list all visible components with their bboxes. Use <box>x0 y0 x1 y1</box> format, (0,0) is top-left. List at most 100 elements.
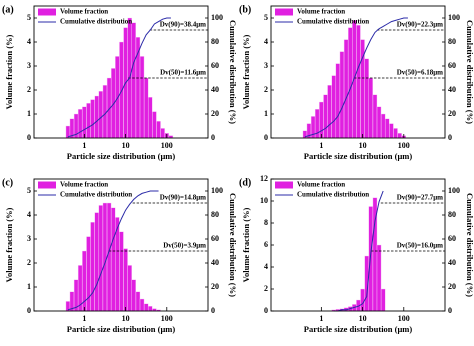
y2-tick-label: 60 <box>211 234 219 243</box>
y-tick-label: 4 <box>264 262 268 271</box>
y2-axis-label: Cumulative distribution (%) <box>465 20 474 124</box>
annotation: Dv(90)=27.7μm <box>397 194 443 202</box>
bar <box>335 63 341 139</box>
y2-tick-label: 100 <box>211 13 223 22</box>
legend-label: Cumulative distribution <box>297 18 369 26</box>
bar <box>160 128 165 139</box>
y2-tick-label: 60 <box>448 234 456 243</box>
bar <box>102 84 108 139</box>
panel-label: (c) <box>2 177 13 188</box>
x-tick-label: 100 <box>161 141 173 150</box>
y2-tick-label: 40 <box>211 85 219 94</box>
bar <box>372 94 378 139</box>
panel-label: (a) <box>2 4 14 15</box>
bar <box>376 106 382 139</box>
y-tick-label: 1 <box>27 109 31 118</box>
x-tick-label: 10 <box>122 314 130 323</box>
panel-label: (b) <box>239 4 251 15</box>
bar <box>331 75 336 139</box>
y-axis-label: Volume fraction (%) <box>241 34 251 109</box>
bar <box>380 113 386 139</box>
bar <box>86 102 91 139</box>
y2-tick-label: 20 <box>211 282 219 291</box>
bar <box>327 84 332 139</box>
y2-tick-label: 20 <box>211 109 219 118</box>
y-tick-label: 0 <box>264 306 268 315</box>
legend-swatch <box>38 181 56 189</box>
bar <box>77 108 83 139</box>
y-tick-label: 2 <box>264 85 268 94</box>
panel: Dv(90)=27.7μm Dv(50)=16.0μm 0 2 4 6 8 10 12 0 20 40… <box>239 174 474 334</box>
bar <box>368 77 373 139</box>
annotation: Dv(90)=22.3μm <box>397 21 443 29</box>
x-tick-label: 10 <box>359 314 367 323</box>
x-tick-label: 100 <box>161 314 173 323</box>
y2-axis-label: Cumulative distribution (%) <box>228 20 238 124</box>
bar <box>94 95 99 139</box>
bar <box>127 265 132 312</box>
bar <box>119 231 124 312</box>
y2-tick-label: 100 <box>448 13 460 22</box>
annotation: Dv(90)=38.4μm <box>160 21 206 29</box>
y2-tick-label: 0 <box>211 133 215 142</box>
legend-label: Cumulative distribution <box>60 18 132 26</box>
bar <box>131 22 136 139</box>
bar <box>323 94 328 139</box>
y2-tick-label: 40 <box>211 258 219 267</box>
x-tick-label: 1 <box>82 141 86 150</box>
legend-swatch <box>275 181 293 189</box>
bar <box>302 130 308 139</box>
y-tick-label: 5 <box>264 13 268 22</box>
x-axis-label: Particle size distribution (μm) <box>67 324 176 334</box>
bar <box>380 288 386 312</box>
x-tick-label: 100 <box>398 141 410 150</box>
x-tick-label: 1 <box>82 314 86 323</box>
cumulative-line <box>304 17 408 138</box>
bar <box>143 303 149 312</box>
bar <box>119 41 124 139</box>
y2-tick-label: 80 <box>211 37 219 46</box>
y2-tick-label: 40 <box>448 258 456 267</box>
bar <box>111 207 116 312</box>
y2-tick-label: 100 <box>448 186 460 195</box>
y-tick-label: 5 <box>27 13 31 22</box>
y-tick-label: 8 <box>264 218 268 227</box>
x-axis-label: Particle size distribution (μm) <box>67 151 176 161</box>
bar <box>90 222 95 312</box>
y-tick-label: 1 <box>27 282 31 291</box>
cumulative-line <box>67 190 159 311</box>
y-tick-label: 0 <box>27 306 31 315</box>
panel: Dv(90)=22.3μm Dv(50)=6.18μm 0 1 2 3 4 5 0 20 40 60 8… <box>239 4 474 161</box>
annotation: Dv(50)=3.9μm <box>163 242 206 250</box>
annotation: Dv(50)=6.18μm <box>397 69 443 77</box>
bar <box>135 291 141 312</box>
bar <box>82 106 87 139</box>
legend-label: Volume fraction <box>60 8 108 16</box>
annotation: Dv(50)=16.0μm <box>397 242 443 250</box>
bar <box>148 96 153 139</box>
y2-tick-label: 100 <box>211 186 223 195</box>
bar <box>356 25 361 139</box>
bar <box>106 202 112 312</box>
y2-tick-label: 80 <box>211 210 219 219</box>
y-tick-label: 12 <box>260 174 268 183</box>
legend-label: Cumulative distribution <box>60 191 132 199</box>
y-tick-label: 3 <box>27 234 31 243</box>
y-axis-label: Volume fraction (%) <box>4 34 14 109</box>
y-tick-label: 4 <box>27 210 31 219</box>
cumulative-line <box>333 190 384 312</box>
bar <box>139 298 145 312</box>
y-tick-label: 2 <box>27 85 31 94</box>
y-tick-label: 4 <box>27 37 31 46</box>
y2-tick-label: 0 <box>448 133 452 142</box>
y2-tick-label: 80 <box>448 37 456 46</box>
bar <box>90 99 95 139</box>
x-axis-label: Particle size distribution (μm) <box>304 324 413 334</box>
y2-tick-label: 80 <box>448 210 456 219</box>
plot-frame <box>33 178 209 312</box>
legend-label: Volume fraction <box>297 181 345 189</box>
y-tick-label: 10 <box>260 196 268 205</box>
bar <box>98 90 104 139</box>
y-tick-label: 5 <box>27 186 31 195</box>
